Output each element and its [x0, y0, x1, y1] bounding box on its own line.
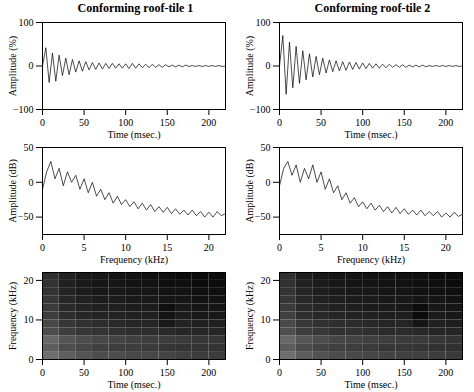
- svg-text:Time (msec.): Time (msec.): [345, 129, 398, 141]
- svg-text:Frequency (kHz): Frequency (kHz): [244, 282, 256, 350]
- svg-text:Frequency (kHz): Frequency (kHz): [100, 254, 168, 266]
- svg-text:50: 50: [79, 117, 89, 128]
- svg-text:−100: −100: [13, 104, 34, 115]
- svg-text:0: 0: [40, 242, 45, 253]
- svg-text:0: 0: [29, 354, 34, 365]
- svg-text:0: 0: [40, 117, 45, 128]
- svg-text:10: 10: [358, 242, 368, 253]
- svg-text:100: 100: [118, 367, 133, 378]
- svg-text:0: 0: [29, 60, 34, 71]
- svg-text:150: 150: [160, 117, 175, 128]
- svg-text:200: 200: [438, 117, 453, 128]
- svg-text:0: 0: [277, 117, 282, 128]
- svg-text:Time (msec.): Time (msec.): [108, 129, 161, 141]
- svg-text:5: 5: [82, 242, 87, 253]
- svg-text:10: 10: [121, 242, 131, 253]
- svg-text:20: 20: [204, 242, 214, 253]
- svg-text:100: 100: [355, 117, 370, 128]
- svg-text:150: 150: [397, 117, 412, 128]
- svg-text:0: 0: [266, 354, 271, 365]
- svg-text:0: 0: [266, 177, 271, 188]
- svg-text:200: 200: [438, 367, 453, 378]
- svg-text:15: 15: [399, 242, 409, 253]
- svg-text:Time (msec.): Time (msec.): [345, 379, 398, 391]
- svg-text:150: 150: [160, 367, 175, 378]
- svg-text:100: 100: [118, 117, 133, 128]
- svg-text:50: 50: [24, 142, 34, 153]
- svg-text:20: 20: [24, 275, 34, 286]
- svg-text:−50: −50: [255, 211, 271, 222]
- svg-text:100: 100: [256, 17, 271, 28]
- svg-text:Amplitude (dB): Amplitude (dB): [7, 159, 19, 223]
- svg-text:−50: −50: [18, 211, 34, 222]
- svg-text:150: 150: [397, 367, 412, 378]
- svg-text:0: 0: [277, 367, 282, 378]
- html-text:Conforming roof-tile 1: Conforming roof-tile 1: [77, 1, 194, 15]
- svg-text:50: 50: [261, 142, 271, 153]
- svg-text:10: 10: [261, 314, 271, 325]
- svg-text:Amplitude (dB): Amplitude (dB): [244, 159, 256, 223]
- svg-text:5: 5: [319, 242, 324, 253]
- svg-text:0: 0: [40, 367, 45, 378]
- svg-text:Frequency (kHz): Frequency (kHz): [337, 254, 405, 266]
- svg-text:0: 0: [266, 60, 271, 71]
- svg-text:0: 0: [29, 177, 34, 188]
- svg-text:200: 200: [201, 117, 216, 128]
- svg-text:20: 20: [261, 275, 271, 286]
- svg-text:200: 200: [201, 367, 216, 378]
- svg-text:Time (msec.): Time (msec.): [108, 379, 161, 391]
- svg-text:Amplitude (%): Amplitude (%): [7, 36, 19, 96]
- svg-text:15: 15: [162, 242, 172, 253]
- svg-text:100: 100: [19, 17, 34, 28]
- svg-text:50: 50: [79, 367, 89, 378]
- svg-text:10: 10: [24, 314, 34, 325]
- svg-text:100: 100: [355, 367, 370, 378]
- svg-text:Frequency (kHz): Frequency (kHz): [7, 282, 19, 350]
- html-text:Conforming roof-tile 2: Conforming roof-tile 2: [314, 1, 431, 15]
- svg-text:50: 50: [316, 117, 326, 128]
- svg-text:50: 50: [316, 367, 326, 378]
- svg-text:Amplitude (%): Amplitude (%): [244, 36, 256, 96]
- svg-text:−100: −100: [250, 104, 271, 115]
- svg-text:0: 0: [277, 242, 282, 253]
- svg-text:20: 20: [441, 242, 451, 253]
